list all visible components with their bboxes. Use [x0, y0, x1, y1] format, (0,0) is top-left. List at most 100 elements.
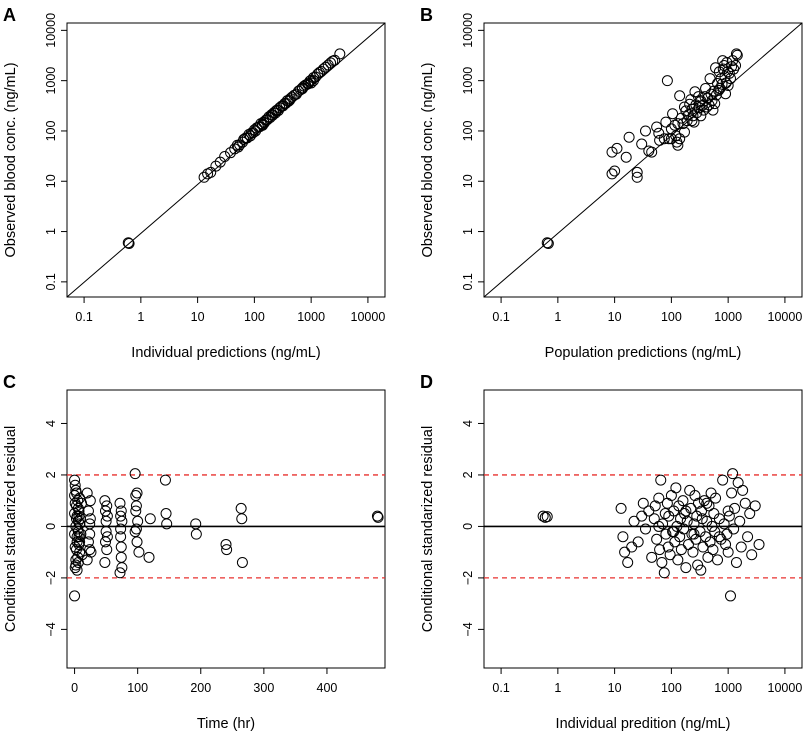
data-point: [720, 77, 732, 89]
x-tick-label: 100: [661, 681, 682, 695]
data-point: [703, 500, 715, 512]
data-point: [131, 536, 143, 548]
data-point: [749, 500, 761, 512]
data-point: [667, 108, 679, 120]
data-point: [101, 544, 113, 556]
data-point: [724, 590, 736, 602]
data-point: [99, 556, 111, 568]
y-tick-label: 10: [461, 174, 475, 188]
plot-frame: [483, 389, 803, 669]
data-point: [653, 127, 665, 139]
data-point: [712, 554, 724, 566]
data-point: [655, 474, 667, 486]
data-point: [623, 131, 635, 143]
x-axis-title: Individual predictions (ng/mL): [131, 345, 320, 361]
data-point: [685, 502, 697, 514]
data-point: [718, 60, 730, 72]
data-point: [684, 98, 696, 110]
data-point: [701, 497, 713, 509]
data-point: [742, 531, 754, 543]
data-point: [75, 528, 87, 540]
y-tick-label: −2: [461, 571, 475, 585]
data-point: [653, 492, 665, 504]
data-point: [307, 75, 319, 87]
y-axis-title: Conditional standarized residual: [3, 426, 19, 632]
panel-letter: A: [3, 5, 16, 25]
data-point: [232, 141, 244, 153]
data-point: [257, 119, 269, 131]
data-point: [728, 523, 740, 535]
panel-letter: C: [3, 372, 16, 392]
data-point: [235, 502, 247, 514]
plot-frame: [66, 389, 386, 669]
data-point: [735, 541, 747, 553]
data-point: [640, 523, 652, 535]
y-tick-label: 2: [44, 471, 58, 478]
y-tick-label: 0: [461, 523, 475, 530]
x-tick-label: 10: [191, 310, 205, 324]
x-tick-label: 200: [190, 681, 211, 695]
data-point: [732, 477, 744, 489]
x-tick-label: 10: [608, 681, 622, 695]
data-point: [722, 546, 734, 558]
x-tick-label: 100: [127, 681, 148, 695]
data-point: [632, 536, 644, 548]
x-tick-label: 0.1: [492, 310, 509, 324]
panel-a: A 0.1 1 10 100 1000 10000 0.1 1 10 100 1000 10000 Ind…: [3, 5, 386, 361]
data-point: [708, 508, 720, 520]
data-point: [734, 515, 746, 527]
panel-c: C 0 100 200 300 400 −4 −2 0 2 4 Time (hr) Conditiona…: [3, 372, 386, 732]
data-point: [704, 536, 716, 548]
data-point: [658, 133, 670, 145]
x-tick-label: 100: [661, 310, 682, 324]
data-point: [372, 511, 384, 523]
data-point: [221, 544, 233, 556]
data-point: [537, 510, 549, 522]
data-point: [636, 510, 648, 522]
panel-letter: B: [420, 5, 433, 25]
data-point: [649, 500, 661, 512]
data-point: [654, 544, 666, 556]
data-point: [205, 166, 217, 178]
x-tick-label: 400: [317, 681, 338, 695]
data-point: [651, 533, 663, 545]
data-point: [114, 497, 126, 509]
data-point: [609, 165, 621, 177]
data-point: [334, 48, 346, 60]
data-point: [674, 90, 686, 102]
data-point: [130, 500, 142, 512]
data-point: [709, 98, 721, 110]
data-point: [130, 523, 142, 535]
x-tick-label: 1000: [297, 310, 325, 324]
x-tick-label: 10000: [768, 681, 803, 695]
data-point: [688, 528, 700, 540]
data-point: [710, 62, 722, 74]
panel-d: D 0.1 1 10 100 1000 10000 −4 −2 0 2 4 Individual pre…: [420, 372, 803, 732]
y-tick-label: −2: [44, 571, 58, 585]
data-point: [70, 487, 82, 499]
data-point: [144, 513, 156, 525]
data-point: [133, 546, 145, 558]
x-tick-label: 10000: [351, 310, 386, 324]
data-point: [677, 495, 689, 507]
data-point: [723, 510, 735, 522]
data-point: [637, 497, 649, 509]
data-point: [100, 526, 112, 538]
data-point: [672, 139, 684, 151]
data-point: [672, 554, 684, 566]
data-point: [726, 487, 738, 499]
y-tick-label: 0: [44, 523, 58, 530]
data-point: [71, 564, 83, 576]
data-point: [615, 502, 627, 514]
panel-letter: D: [420, 372, 433, 392]
x-tick-label: 1: [137, 310, 144, 324]
data-point: [159, 474, 171, 486]
data-point: [305, 77, 317, 89]
data-point: [653, 520, 665, 532]
data-point: [651, 121, 663, 133]
data-point: [710, 492, 722, 504]
data-point: [132, 515, 144, 527]
data-point: [646, 146, 658, 158]
data-point: [731, 49, 743, 61]
y-tick-label: 0.1: [461, 273, 475, 290]
